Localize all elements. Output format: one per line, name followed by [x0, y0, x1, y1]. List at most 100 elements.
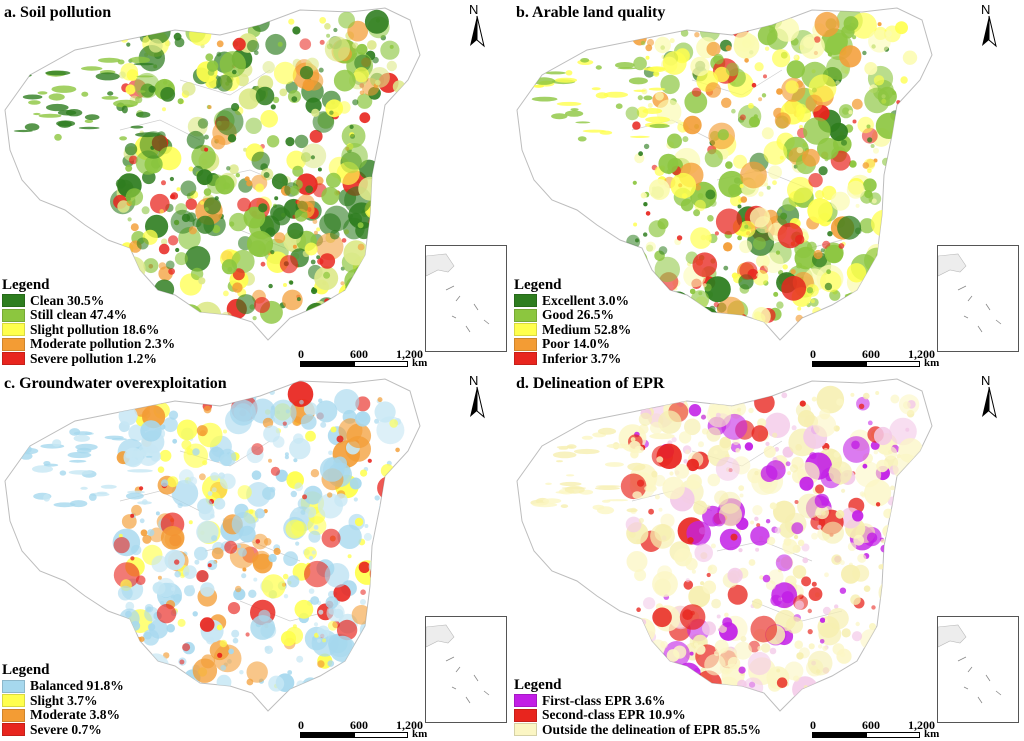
north-label: N: [469, 373, 479, 388]
map-panel-d: d. Delineation of EPR N Legend First-cla…: [512, 371, 1024, 741]
legend-label: Moderate 3.8%: [30, 707, 120, 723]
legend-item: Severe 0.7%: [2, 721, 124, 738]
north-label: N: [981, 373, 991, 388]
legend-label: Balanced 91.8%: [30, 678, 124, 694]
south-china-sea-inset: [425, 245, 507, 352]
legend-item: First-class EPR 3.6%: [514, 692, 761, 709]
scale-bar: 0 600 1,200 km: [298, 347, 430, 369]
legend-label: Medium 52.8%: [542, 321, 632, 337]
legend-item: Moderate pollution 2.3%: [2, 336, 176, 352]
scale-unit: km: [924, 728, 940, 740]
north-arrow: N: [974, 2, 1004, 48]
north-arrow-icon: [470, 15, 485, 48]
legend-item: Second-class EPR 10.9%: [514, 707, 761, 723]
legend-item: Excellent 3.0%: [514, 292, 631, 309]
legend-label: Outside the delineation of EPR 85.5%: [542, 721, 762, 737]
scale-bar: 0 600 1,200 km: [810, 347, 942, 369]
scale-segment: [354, 361, 408, 367]
legend-item: Still clean 47.4%: [2, 307, 175, 323]
legend-swatch: [2, 323, 25, 337]
legend-label: Slight 3.7%: [30, 692, 98, 708]
legend-item: Outside the delineation of EPR 85.5%: [514, 721, 762, 738]
legend-swatch: [514, 723, 537, 737]
legend-item: Balanced 91.8%: [2, 678, 124, 694]
legend-title: Legend: [514, 676, 562, 693]
legend-item: Slight 3.7%: [2, 692, 124, 709]
north-arrow-icon: [982, 386, 997, 419]
north-arrow-icon: [982, 15, 997, 48]
legend: Legend Excellent 3.0% Good 26.5% Medium 52…: [514, 277, 631, 367]
legend-swatch: [2, 352, 25, 366]
legend-title: Legend: [514, 276, 562, 293]
china-map: [516, 378, 933, 712]
scale-tick: 0: [298, 718, 304, 732]
map-panel-c: c. Groundwater overexploitation N Legend…: [0, 371, 512, 741]
legend-swatch: [514, 708, 537, 722]
south-china-sea-inset: [937, 245, 1019, 352]
legend-item: Clean 30.5%: [2, 292, 175, 309]
legend-label: Severe 0.7%: [30, 721, 102, 737]
legend-item: Severe pollution 1.2%: [2, 350, 175, 367]
legend-item: Slight pollution 18.6%: [2, 322, 175, 338]
scale-segment: [300, 361, 354, 367]
legend-item: Poor 14.0%: [514, 336, 631, 352]
map-panel-a: a. Soil pollution N Legend Clean 30.5% St…: [0, 0, 512, 370]
legend-label: First-class EPR 3.6%: [542, 692, 666, 708]
legend: Legend First-class EPR 3.6% Second-class …: [514, 677, 761, 738]
scale-tick: 1,200: [396, 718, 423, 732]
scale-tick: 1,200: [908, 718, 935, 732]
legend-swatch: [514, 308, 537, 322]
legend-swatch: [2, 708, 25, 722]
scale-tick: 600: [862, 718, 880, 732]
legend-swatch: [2, 308, 25, 322]
scale-tick: 0: [810, 718, 816, 732]
scale-tick: 600: [350, 718, 368, 732]
legend-label: Excellent 3.0%: [542, 292, 629, 308]
north-label: N: [469, 2, 479, 17]
south-china-sea-inset: [937, 616, 1019, 723]
north-arrow: N: [462, 373, 492, 419]
china-map: [4, 378, 421, 712]
north-arrow: N: [974, 373, 1004, 419]
north-arrow-icon: [470, 386, 485, 419]
legend-swatch: [514, 323, 537, 337]
legend-swatch: [2, 337, 25, 351]
panel-title: d. Delineation of EPR: [516, 375, 665, 392]
scale-bar: 0 600 1,200 km: [298, 718, 430, 740]
scale-unit: km: [924, 357, 940, 369]
scale-tick: 1,200: [396, 347, 423, 361]
legend-label: Good 26.5%: [542, 307, 615, 323]
scale-segment: [354, 732, 408, 738]
scale-tick: 600: [862, 347, 880, 361]
scale-segment: [866, 732, 920, 738]
scale-tick: 0: [810, 347, 816, 361]
scale-tick: 600: [350, 347, 368, 361]
scale-tick: 0: [298, 347, 304, 361]
china-map: [4, 7, 421, 341]
legend-label: Moderate pollution 2.3%: [30, 336, 176, 352]
scale-segment: [866, 361, 920, 367]
legend-swatch: [2, 723, 25, 737]
legend-label: Still clean 47.4%: [30, 307, 128, 323]
legend-item: Moderate 3.8%: [2, 707, 124, 723]
legend: Legend Balanced 91.8% Slight 3.7% Moderate…: [2, 662, 124, 737]
legend-label: Severe pollution 1.2%: [30, 350, 157, 366]
legend-swatch: [2, 679, 25, 693]
scale-unit: km: [412, 728, 428, 740]
legend-swatch: [2, 694, 25, 708]
legend-swatch: [514, 694, 537, 708]
north-label: N: [981, 2, 991, 17]
legend-label: Poor 14.0%: [542, 336, 610, 352]
panel-title: a. Soil pollution: [4, 4, 112, 21]
scale-bar: 0 600 1,200 km: [810, 718, 942, 740]
legend: Legend Clean 30.5% Still clean 47.4% Sligh…: [2, 277, 175, 367]
legend-item: Medium 52.8%: [514, 321, 632, 338]
panel-title: c. Groundwater overexploitation: [4, 375, 227, 392]
south-china-sea-inset: [425, 616, 507, 723]
scale-segment: [300, 732, 354, 738]
legend-label: Inferior 3.7%: [542, 350, 622, 366]
legend-label: Clean 30.5%: [30, 292, 105, 308]
north-arrow: N: [462, 2, 492, 48]
legend-title: Legend: [2, 662, 50, 678]
legend-label: Second-class EPR 10.9%: [542, 707, 686, 723]
